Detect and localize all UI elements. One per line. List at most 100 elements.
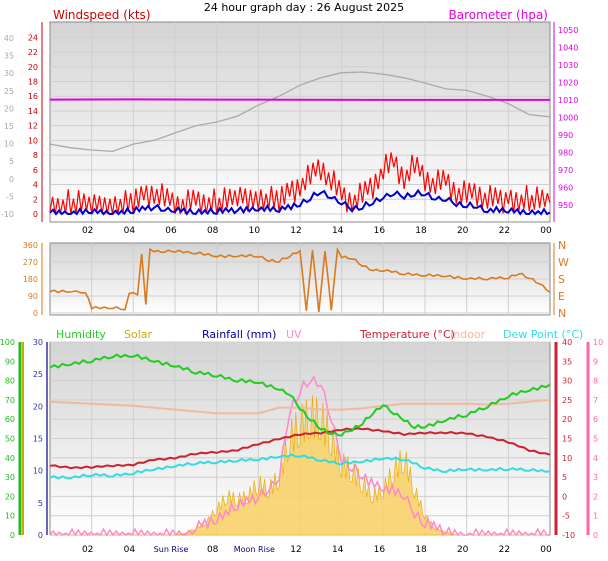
uv-tick-label: 6 <box>593 415 598 424</box>
wind-tick-label: 16 <box>28 92 38 101</box>
wind-tick-label: 0 <box>33 210 38 219</box>
temperature-tick-label: 20 <box>562 415 572 424</box>
wind-tick-label: 10 <box>28 136 38 145</box>
legend-entry: Temperature (°C) <box>359 328 455 341</box>
x-tick-label: 00 <box>540 545 552 555</box>
humidity-tick-label: 50 <box>5 435 15 444</box>
wind-average-line <box>49 188 551 216</box>
secondary-tick-label: 15 <box>4 122 14 131</box>
x-tick-label: 08 <box>207 545 219 555</box>
temperature-tick-label: 15 <box>562 435 572 444</box>
solar-tick-label: 15 <box>33 435 43 444</box>
x-tick-label: 06 <box>165 226 177 236</box>
secondary-tick-label: 30 <box>4 69 14 78</box>
wind-tick-label: 20 <box>28 63 38 72</box>
uv-tick-label: 10 <box>593 338 603 347</box>
temperature-tick-label: 10 <box>562 454 572 463</box>
barometer-tick-label: 1050 <box>558 26 578 35</box>
uv-tick-label: 8 <box>593 377 598 386</box>
secondary-tick-label: 10 <box>4 140 14 149</box>
barometer-label: Barometer (hpa) <box>449 8 548 22</box>
solar-tick-label: 0 <box>38 531 43 540</box>
direction-tick-label: 360 <box>23 241 38 250</box>
uv-tick-label: 7 <box>593 396 598 405</box>
solar-tick-label: 25 <box>33 370 43 379</box>
wind-tick-label: 2 <box>33 195 38 204</box>
x-tick-label: 22 <box>499 226 510 236</box>
page-title: 24 hour graph day : 26 August 2025 <box>204 1 404 14</box>
x-tick-label: 12 <box>290 545 301 555</box>
compass-label: E <box>558 290 565 303</box>
wind-tick-label: 14 <box>28 107 38 116</box>
legend-entry: Humidity <box>56 328 106 341</box>
series-lines <box>49 71 551 537</box>
temperature-tick-label: -10 <box>562 531 575 540</box>
legend-entry: Rainfall (mm) <box>202 328 276 341</box>
humidity-tick-label: 80 <box>5 377 15 386</box>
wind-tick-label: 6 <box>33 166 38 175</box>
direction-tick-label: 0 <box>33 309 38 318</box>
x-tick-label: 18 <box>415 226 427 236</box>
wind-tick-label: 24 <box>28 33 38 42</box>
x-tick-label: 14 <box>332 226 344 236</box>
humidity-tick-label: 20 <box>5 492 15 501</box>
barometer-tick-label: 960 <box>558 184 573 193</box>
direction-tick-label: 90 <box>28 292 38 301</box>
barometer-tick-label: 1040 <box>558 44 578 53</box>
x-tick-label: 04 <box>124 226 136 236</box>
secondary-tick-label: -5 <box>6 192 14 201</box>
compass-label: N <box>558 307 566 320</box>
barometer-tick-label: 990 <box>558 131 573 140</box>
secondary-tick-label: 35 <box>4 52 14 61</box>
legend-entry: Dew Point (°C) <box>503 328 583 341</box>
humidity-line <box>49 353 551 437</box>
x-tick-label: 02 <box>82 545 93 555</box>
grey-trend-line <box>49 71 551 153</box>
direction-tick-label: 180 <box>23 275 38 284</box>
humidity-tick-label: 40 <box>5 454 15 463</box>
x-tick-label: 14 <box>332 545 344 555</box>
barometer-line <box>49 98 550 101</box>
humidity-tick-label: 30 <box>5 473 15 482</box>
uv-tick-label: 0 <box>593 531 598 540</box>
secondary-tick-label: 20 <box>4 104 14 113</box>
temperature-tick-label: 30 <box>562 377 572 386</box>
x-tick-label: 04 <box>124 545 136 555</box>
wind-direction-line <box>49 246 551 313</box>
temperature-tick-label: 25 <box>562 396 572 405</box>
humidity-tick-label: 90 <box>5 357 15 366</box>
x-tick-label: 02 <box>82 226 93 236</box>
uv-tick-label: 3 <box>593 473 598 482</box>
legend-entry: Solar <box>124 328 153 341</box>
uv-tick-label: 4 <box>593 454 598 463</box>
legend-entry: UV <box>286 328 302 341</box>
dewpoint-line <box>49 453 551 480</box>
humidity-tick-label: 70 <box>5 396 15 405</box>
solar-tick-label: 30 <box>33 338 43 347</box>
climate-legend: Humidity Solar Rainfall (mm) UV Temperature … <box>56 328 583 341</box>
uv-tick-label: 5 <box>593 435 598 444</box>
temperature-tick-label: 5 <box>562 473 567 482</box>
x-tick-label: 16 <box>374 226 386 236</box>
x-tick-label: 20 <box>457 226 469 236</box>
solar-tick-label: 10 <box>33 467 43 476</box>
humidity-tick-label: 100 <box>0 338 15 347</box>
solar-tick-label: 5 <box>38 499 43 508</box>
humidity-tick-label: 10 <box>5 512 15 521</box>
x-tick-label: 16 <box>374 545 386 555</box>
compass-label: W <box>558 256 569 269</box>
compass-label: S <box>558 273 565 286</box>
compass-label: N <box>558 239 566 252</box>
wind-tick-label: 8 <box>33 151 38 160</box>
x-tick-label: 10 <box>249 226 261 236</box>
uv-tick-label: 2 <box>593 492 598 501</box>
windspeed-label: Windspeed (kts) <box>53 8 151 22</box>
uv-tick-label: 1 <box>593 512 598 521</box>
indoor-temperature-line <box>49 398 551 415</box>
secondary-tick-label: 0 <box>9 175 14 184</box>
x-tick-label: 22 <box>499 545 510 555</box>
x-tick-label: 18 <box>415 545 427 555</box>
secondary-tick-label: 40 <box>4 34 14 43</box>
temperature-tick-label: 0 <box>562 492 567 501</box>
